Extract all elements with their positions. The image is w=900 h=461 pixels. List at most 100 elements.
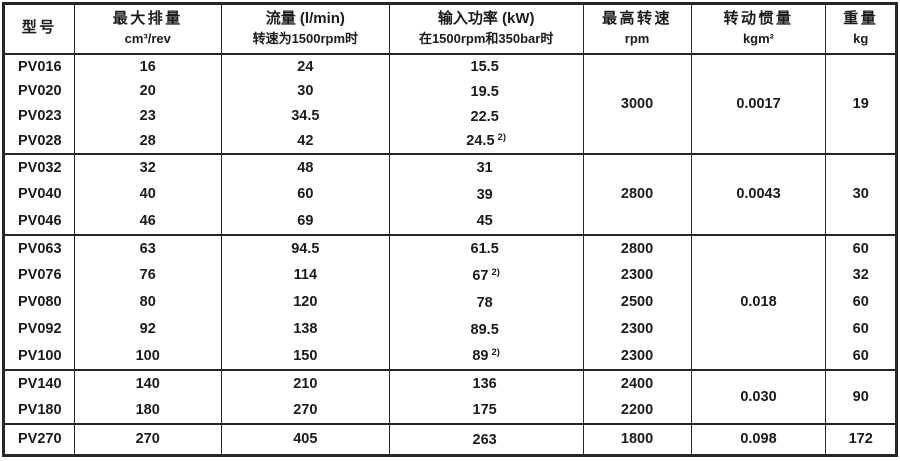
cell-displacement: 46 [73, 207, 222, 235]
cell-power: 175 [388, 396, 584, 424]
col-title: 流量 (l/min) [265, 10, 345, 28]
cell-power: 89.5 [388, 315, 584, 343]
cell-weight: 60 [825, 288, 897, 316]
cell-power: 39 [388, 180, 584, 208]
cell-weight: 32 [825, 261, 897, 289]
cell-power-value: 19.5 [470, 83, 499, 100]
col-header-speed: 最高转速 rpm [582, 3, 692, 55]
cell-model: PV046 [3, 207, 75, 235]
col-unit: 在1500rpm和350bar时 [418, 31, 554, 46]
cell-displacement: 23 [73, 103, 222, 129]
cell-displacement: 63 [73, 233, 222, 262]
cell-power-value: 67 [472, 267, 489, 284]
cell-speed: 2300 [582, 261, 692, 289]
cell-weight: 60 [825, 233, 897, 262]
cell-model: PV180 [3, 396, 75, 424]
cell-model: PV080 [3, 288, 75, 316]
cell-displacement: 40 [73, 180, 222, 208]
cell-model: PV028 [3, 128, 75, 154]
cell-power: 78 [388, 288, 584, 316]
cell-flow: 94.5 [220, 233, 390, 262]
cell-inertia: 0.018 [690, 233, 826, 370]
table-row: PV140 140 210 136 2400 0.030 90 [3, 368, 897, 424]
cell-flow: 24 [220, 52, 390, 79]
cell-speed: 2300 [582, 342, 692, 370]
cell-power-value: 39 [476, 186, 493, 203]
table-row: PV076 76 114 67 2) 2300 32 [3, 261, 897, 289]
col-header-inertia: 转动惯量 kgm² [690, 3, 826, 55]
cell-power: 61.5 [388, 233, 584, 262]
cell-power: 22.5 [388, 103, 584, 129]
cell-speed: 2200 [582, 396, 692, 424]
cell-inertia: 0.030 [690, 368, 826, 424]
table-row: PV028 28 42 24.5 2) [3, 128, 897, 154]
cell-power: 15.5 [388, 52, 584, 79]
col-title: 型号 [21, 19, 57, 37]
cell-power: 31 [388, 152, 584, 181]
row-group-pv016-pv028: PV016 16 24 15.5 3000 0.0017 19 PV020 20… [3, 52, 897, 154]
cell-power-value: 89.5 [470, 321, 499, 338]
cell-speed: 3000 [582, 52, 692, 154]
cell-displacement: 28 [73, 128, 222, 154]
col-unit: cm³/rev [124, 31, 171, 46]
col-header-model: 型号 [3, 3, 75, 55]
col-unit: kg [853, 31, 869, 46]
cell-model: PV032 [3, 152, 75, 181]
table-header: 型号 最大排量 cm³/rev 流量 (l/min) 转速为1500rpm时 输… [3, 3, 897, 55]
table-row: PV032 32 48 31 2800 0.0043 30 [3, 152, 897, 235]
cell-displacement: 16 [73, 52, 222, 79]
cell-flow: 120 [220, 288, 390, 316]
footnote-marker: 2) [491, 266, 500, 278]
header-row: 型号 最大排量 cm³/rev 流量 (l/min) 转速为1500rpm时 输… [3, 3, 897, 55]
cell-speed: 2300 [582, 315, 692, 343]
cell-model: PV100 [3, 342, 75, 370]
cell-displacement: 100 [73, 342, 222, 370]
cell-speed: 2800 [582, 152, 692, 235]
cell-power-value: 15.5 [470, 59, 499, 75]
cell-displacement: 140 [73, 368, 222, 397]
cell-speed: 2800 [582, 233, 692, 262]
cell-power: 67 2) [388, 261, 584, 289]
footnote-marker: 2) [497, 132, 506, 143]
row-group-pv032-pv046: PV032 32 48 31 2800 0.0043 30 PV040 40 6… [3, 152, 897, 235]
table-row: PV046 46 69 45 [3, 207, 897, 235]
cell-power: 89 2) [388, 342, 584, 370]
table-row: PV020 20 30 19.5 [3, 78, 897, 104]
cell-model: PV270 [3, 422, 75, 456]
cell-power-value: 136 [472, 376, 497, 392]
cell-power-value: 175 [472, 402, 497, 418]
col-title: 输入功率 (kW) [437, 10, 535, 28]
cell-weight: 60 [825, 342, 897, 370]
cell-flow: 150 [220, 342, 390, 370]
col-header-flow: 流量 (l/min) 转速为1500rpm时 [220, 3, 390, 55]
cell-model: PV016 [3, 52, 75, 79]
cell-speed: 2500 [582, 288, 692, 316]
cell-flow: 30 [220, 78, 390, 104]
cell-model: PV023 [3, 103, 75, 129]
cell-weight: 172 [825, 422, 897, 456]
cell-flow: 210 [220, 368, 390, 397]
cell-model: PV092 [3, 315, 75, 343]
table-row: PV092 92 138 89.5 2300 60 [3, 315, 897, 343]
col-unit: rpm [624, 31, 650, 46]
cell-displacement: 76 [73, 261, 222, 289]
cell-weight: 30 [825, 152, 897, 235]
cell-flow: 60 [220, 180, 390, 208]
row-group-pv140-pv180: PV140 140 210 136 2400 0.030 90 PV180 18… [3, 368, 897, 424]
cell-power-value: 61.5 [470, 241, 499, 257]
col-header-displacement: 最大排量 cm³/rev [73, 3, 222, 55]
cell-power: 24.5 2) [388, 128, 584, 154]
cell-power-value: 24.5 [466, 133, 495, 149]
table-row: PV180 180 270 175 2200 [3, 396, 897, 424]
row-group-pv063-pv100: PV063 63 94.5 61.5 2800 0.018 60 PV076 7… [3, 233, 897, 370]
cell-model: PV020 [3, 78, 75, 104]
col-unit: kgm² [742, 31, 775, 46]
cell-flow: 34.5 [220, 103, 390, 129]
cell-flow: 42 [220, 128, 390, 154]
col-title: 转动惯量 [723, 10, 794, 28]
col-header-weight: 重量 kg [825, 3, 897, 55]
cell-displacement: 32 [73, 152, 222, 181]
cell-power-value: 78 [476, 294, 493, 311]
